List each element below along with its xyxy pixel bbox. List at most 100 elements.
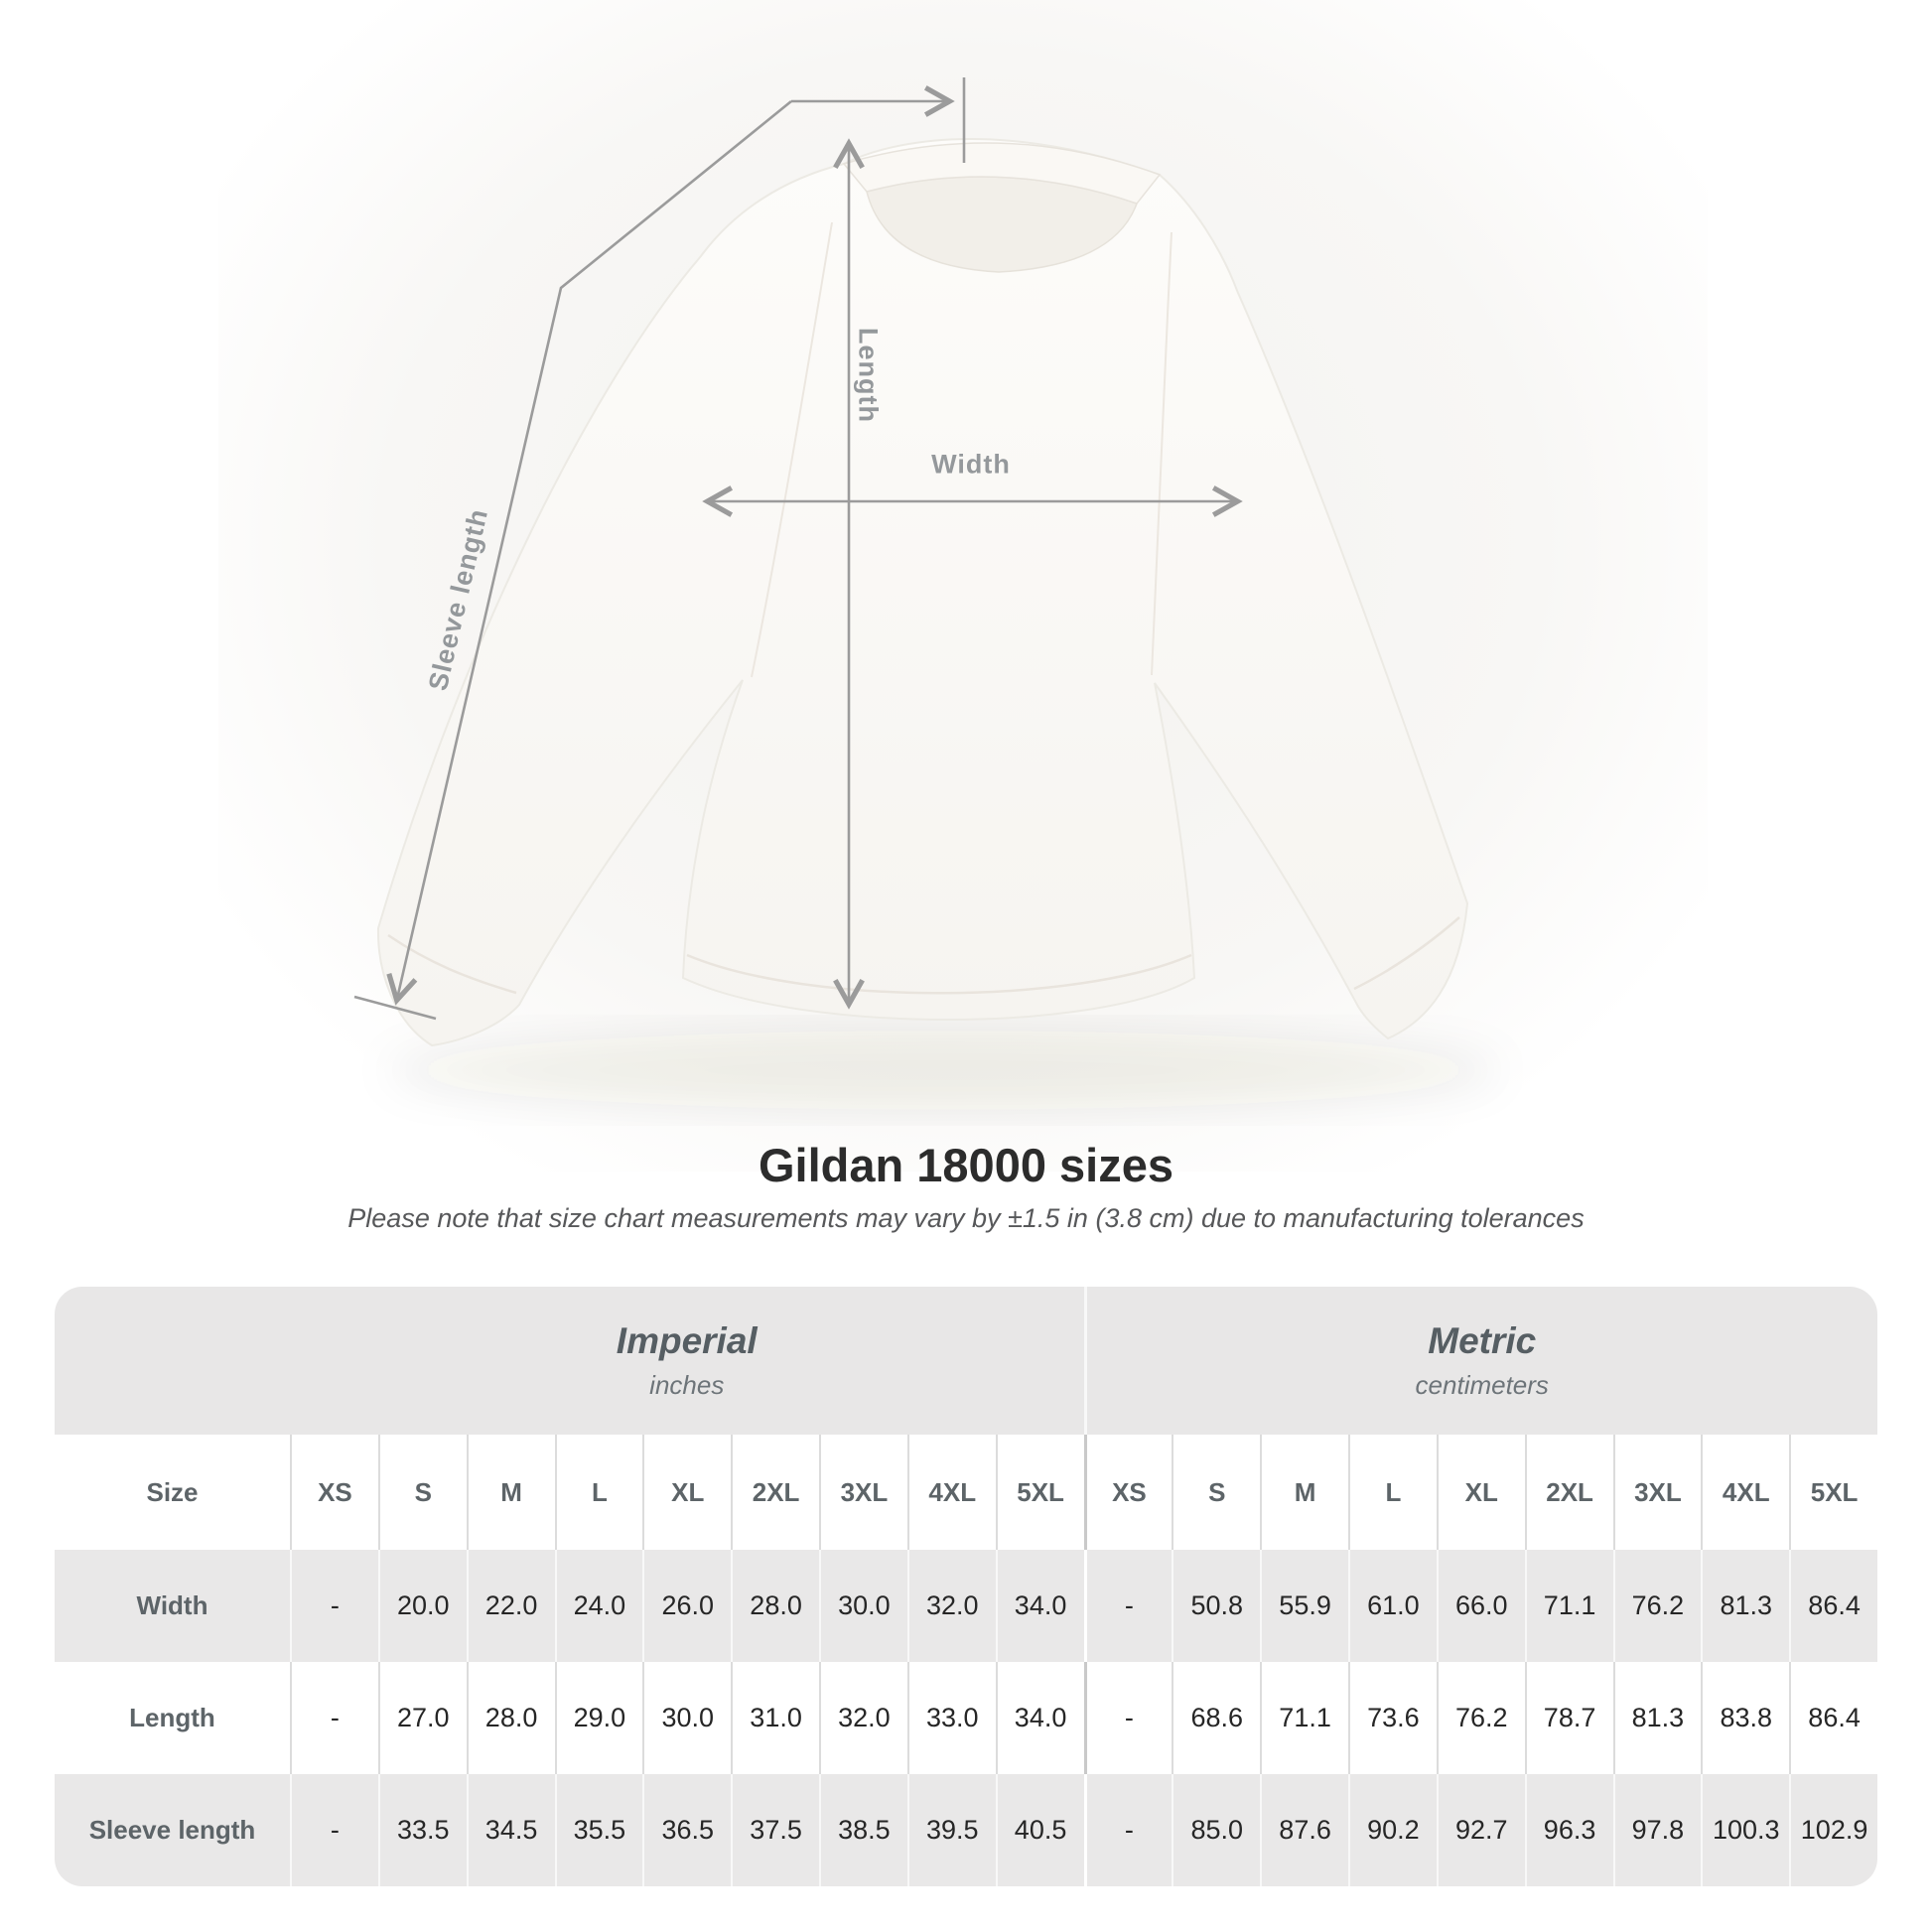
imperial-band: Imperial inches xyxy=(290,1287,1084,1435)
value-imperial-0-5: 28.0 xyxy=(731,1550,819,1662)
metric-band: Metric centimeters xyxy=(1083,1287,1877,1435)
value-metric-0-3: 61.0 xyxy=(1348,1550,1437,1662)
value-metric-0-4: 66.0 xyxy=(1436,1550,1525,1662)
size-header-imperial-4xl: 4XL xyxy=(906,1435,996,1550)
value-imperial-1-0: - xyxy=(290,1662,378,1774)
value-metric-2-1: 85.0 xyxy=(1172,1774,1261,1886)
size-header-metric-2xl: 2XL xyxy=(1524,1435,1613,1550)
value-metric-0-5: 71.1 xyxy=(1524,1550,1613,1662)
value-metric-2-8: 102.9 xyxy=(1789,1774,1877,1886)
value-imperial-0-8: 34.0 xyxy=(995,1550,1084,1662)
length-measurement-label: Length xyxy=(853,328,884,423)
size-header-imperial-s: S xyxy=(377,1435,467,1550)
tolerance-note: Please note that size chart measurements… xyxy=(347,1203,1585,1233)
value-metric-1-8: 86.4 xyxy=(1789,1662,1877,1774)
value-imperial-1-8: 34.0 xyxy=(995,1662,1084,1774)
size-header-metric-m: M xyxy=(1260,1435,1348,1550)
value-imperial-1-7: 33.0 xyxy=(906,1662,996,1774)
value-imperial-1-5: 31.0 xyxy=(731,1662,819,1774)
value-metric-0-1: 50.8 xyxy=(1172,1550,1261,1662)
metric-subtitle: centimeters xyxy=(1415,1370,1549,1400)
value-imperial-0-0: - xyxy=(290,1550,378,1662)
right-cuff-seam xyxy=(1353,916,1460,991)
row-label-sleeve-length: Sleeve length xyxy=(55,1774,290,1886)
size-header-metric-5xl: 5XL xyxy=(1789,1435,1877,1550)
value-imperial-1-4: 30.0 xyxy=(642,1662,732,1774)
value-metric-1-1: 68.6 xyxy=(1172,1662,1261,1774)
value-imperial-2-5: 37.5 xyxy=(731,1774,819,1886)
value-imperial-2-7: 39.5 xyxy=(906,1774,996,1886)
collar-ribbing xyxy=(842,142,1162,205)
value-metric-2-0: - xyxy=(1083,1774,1173,1886)
value-metric-1-0: - xyxy=(1083,1662,1173,1774)
value-imperial-2-3: 35.5 xyxy=(554,1774,643,1886)
value-imperial-2-0: - xyxy=(290,1774,378,1886)
size-column-header: Size xyxy=(55,1435,290,1550)
value-metric-1-2: 71.1 xyxy=(1260,1662,1348,1774)
value-imperial-2-1: 33.5 xyxy=(377,1774,467,1886)
value-imperial-2-2: 34.5 xyxy=(466,1774,555,1886)
size-table: Imperial inches Metric centimeters Size X… xyxy=(55,1287,1877,1886)
value-metric-1-5: 78.7 xyxy=(1524,1662,1613,1774)
imperial-subtitle: inches xyxy=(649,1370,725,1400)
size-header-imperial-xs: XS xyxy=(290,1435,378,1550)
sweatshirt-body xyxy=(376,138,1469,1047)
value-imperial-1-6: 32.0 xyxy=(819,1662,907,1774)
size-header-imperial-5xl: 5XL xyxy=(995,1435,1084,1550)
value-imperial-0-6: 30.0 xyxy=(819,1550,907,1662)
value-imperial-0-4: 26.0 xyxy=(642,1550,732,1662)
value-imperial-0-2: 22.0 xyxy=(466,1550,555,1662)
size-header-metric-s: S xyxy=(1172,1435,1261,1550)
value-imperial-1-3: 29.0 xyxy=(554,1662,643,1774)
left-sleeve-seam xyxy=(751,221,833,678)
size-header-imperial-l: L xyxy=(554,1435,643,1550)
size-header-metric-xl: XL xyxy=(1436,1435,1525,1550)
sleeve-length-arrow xyxy=(386,99,792,1006)
size-header-metric-3xl: 3XL xyxy=(1612,1435,1702,1550)
sweatshirt-illustration xyxy=(376,138,1499,1110)
row-label-width: Width xyxy=(55,1550,290,1662)
value-metric-2-4: 92.7 xyxy=(1436,1774,1525,1886)
measurement-lines xyxy=(353,77,1243,1021)
value-imperial-0-1: 20.0 xyxy=(377,1550,467,1662)
value-metric-2-3: 90.2 xyxy=(1348,1774,1437,1886)
size-header-metric-l: L xyxy=(1348,1435,1437,1550)
width-measurement-label: Width xyxy=(931,449,1011,480)
band-corner xyxy=(55,1287,290,1435)
page-title: Gildan 18000 sizes xyxy=(758,1139,1174,1191)
imperial-title: Imperial xyxy=(616,1320,758,1361)
right-sleeve-seam xyxy=(1151,231,1173,676)
ground-shadow xyxy=(387,1031,1499,1110)
metric-title: Metric xyxy=(1428,1320,1537,1361)
value-metric-0-8: 86.4 xyxy=(1789,1550,1877,1662)
size-header-imperial-2xl: 2XL xyxy=(731,1435,819,1550)
value-imperial-2-4: 36.5 xyxy=(642,1774,732,1886)
value-imperial-1-2: 28.0 xyxy=(466,1662,555,1774)
sleeve-end-tick xyxy=(353,995,437,1021)
row-label-length: Length xyxy=(55,1662,290,1774)
value-metric-2-7: 100.3 xyxy=(1701,1774,1790,1886)
value-metric-1-6: 81.3 xyxy=(1612,1662,1702,1774)
size-header-imperial-xl: XL xyxy=(642,1435,732,1550)
value-metric-1-7: 83.8 xyxy=(1701,1662,1790,1774)
value-metric-2-5: 96.3 xyxy=(1524,1774,1613,1886)
value-metric-0-0: - xyxy=(1083,1550,1173,1662)
value-imperial-1-1: 27.0 xyxy=(377,1662,467,1774)
value-imperial-2-8: 40.5 xyxy=(995,1774,1084,1886)
value-metric-0-7: 81.3 xyxy=(1701,1550,1790,1662)
waistband-seam xyxy=(686,953,1192,995)
value-metric-0-2: 55.9 xyxy=(1260,1550,1348,1662)
size-header-imperial-m: M xyxy=(466,1435,555,1550)
value-metric-1-3: 73.6 xyxy=(1348,1662,1437,1774)
size-header-metric-xs: XS xyxy=(1083,1435,1173,1550)
value-imperial-0-7: 32.0 xyxy=(906,1550,996,1662)
value-metric-1-4: 76.2 xyxy=(1436,1662,1525,1774)
value-metric-0-6: 76.2 xyxy=(1612,1550,1702,1662)
size-header-metric-4xl: 4XL xyxy=(1701,1435,1790,1550)
value-metric-2-6: 97.8 xyxy=(1612,1774,1702,1886)
value-metric-2-2: 87.6 xyxy=(1260,1774,1348,1886)
value-imperial-2-6: 38.5 xyxy=(819,1774,907,1886)
value-imperial-0-3: 24.0 xyxy=(554,1550,643,1662)
left-cuff-seam xyxy=(387,933,517,995)
